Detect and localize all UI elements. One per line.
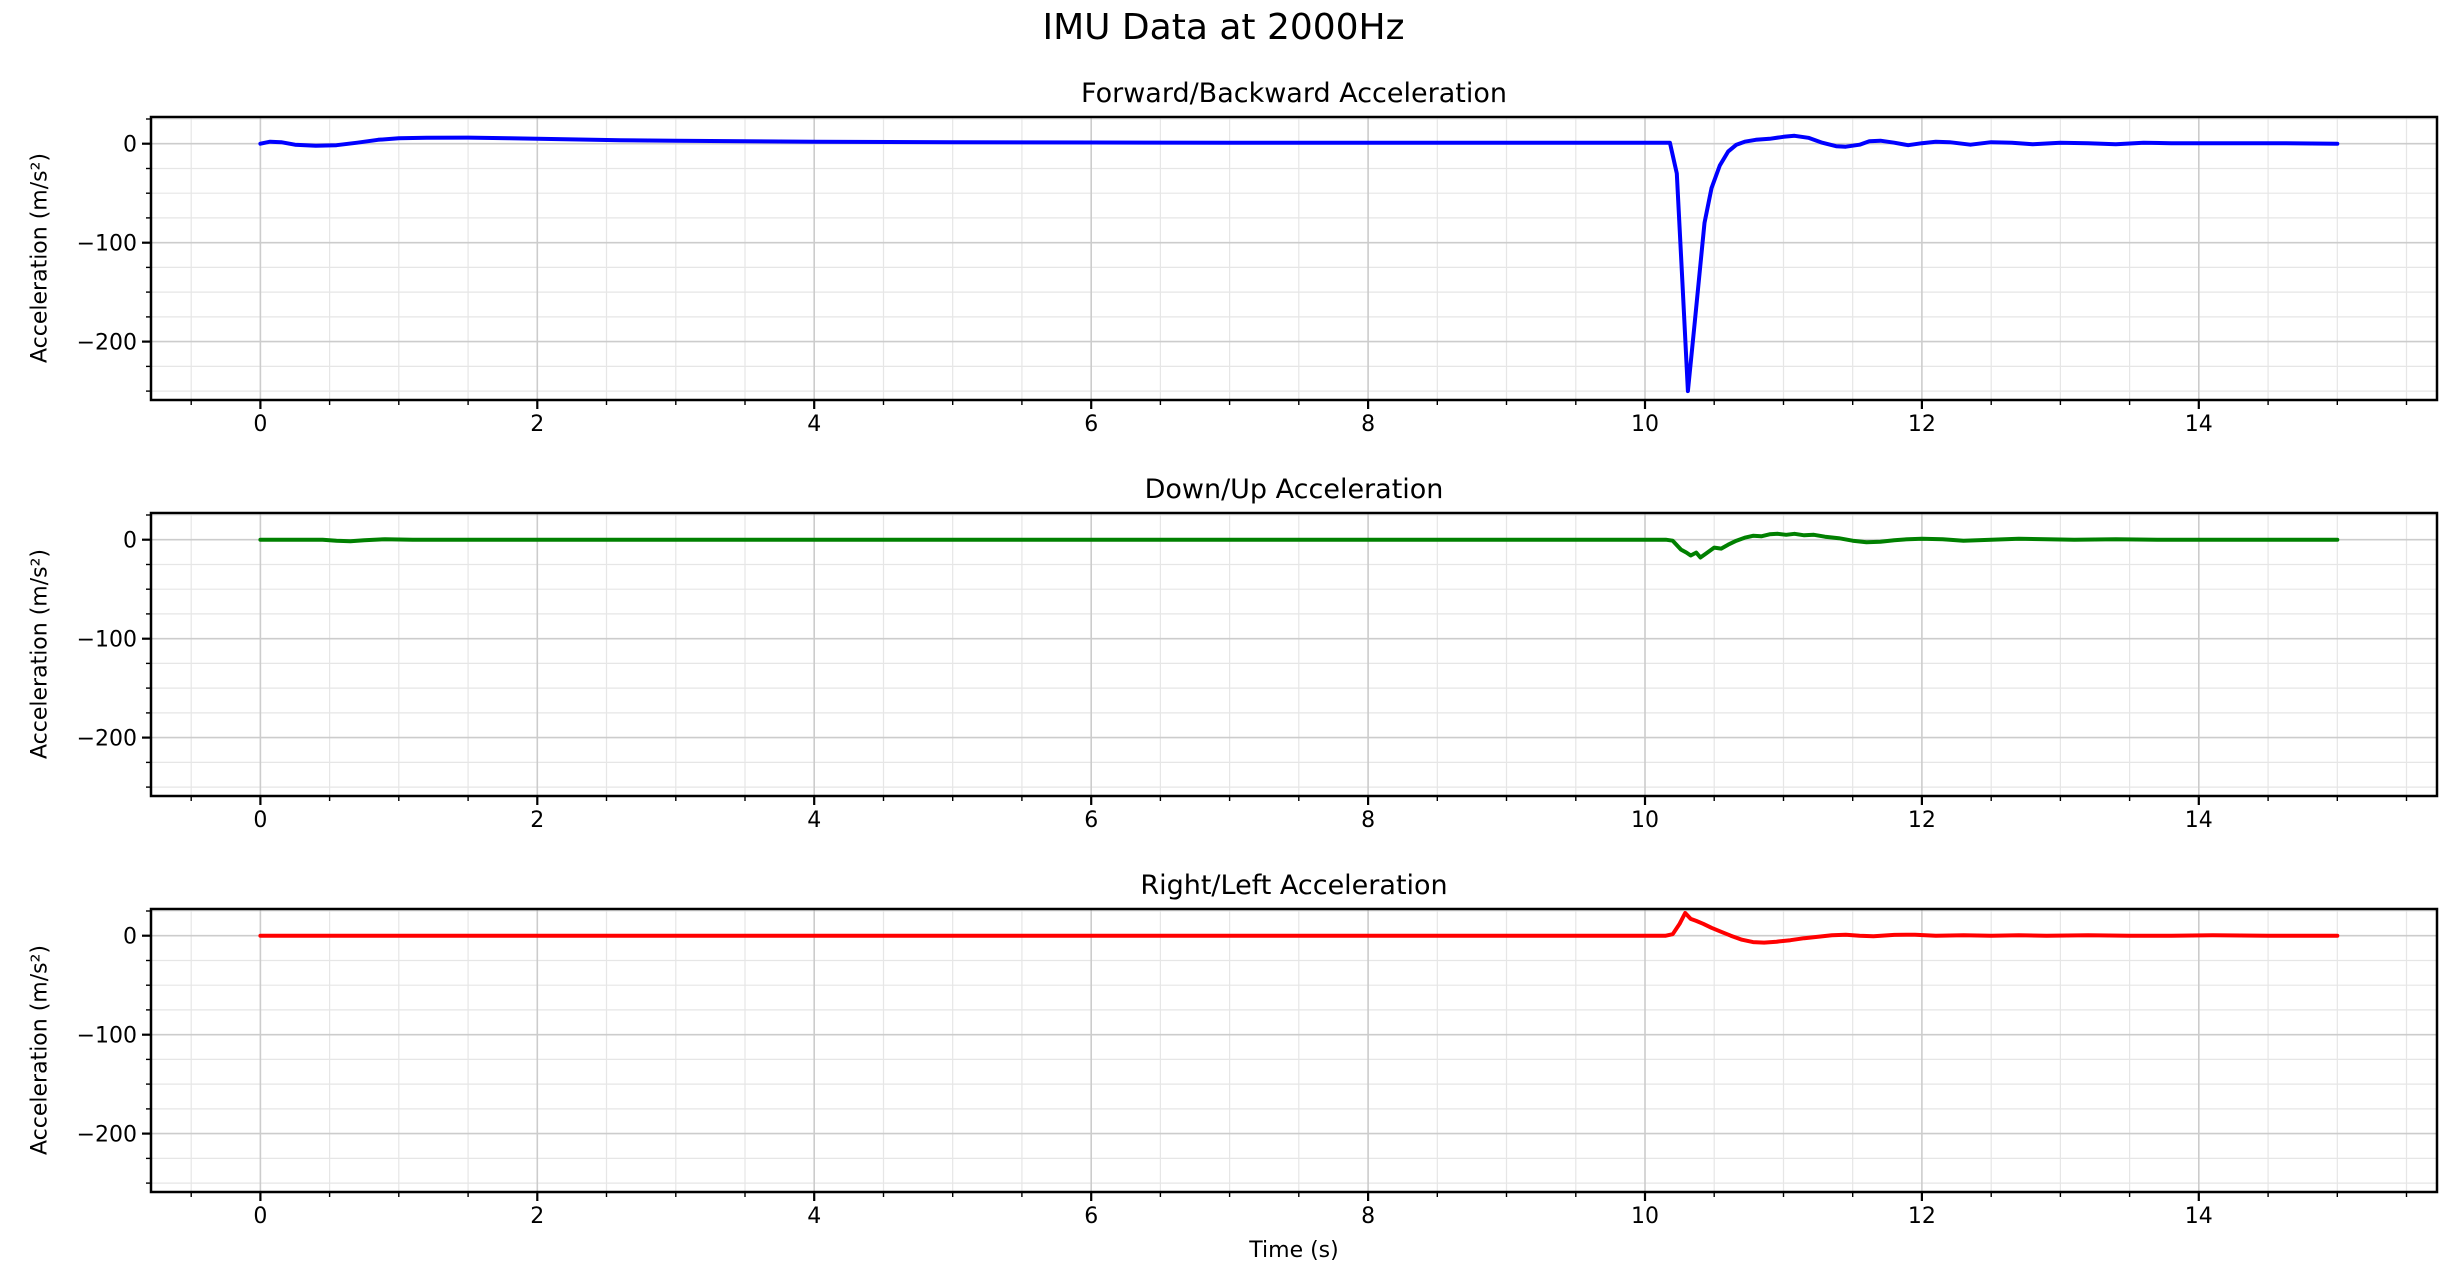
x-tick-label: 10	[1631, 1204, 1659, 1229]
x-tick-label: 0	[253, 808, 267, 833]
x-tick-label: 2	[530, 412, 544, 437]
subplot-title-forward-backward: Forward/Backward Acceleration	[1081, 78, 1507, 109]
axes-spines	[149, 907, 2439, 1194]
y-tick-label: −100	[77, 1024, 137, 1049]
subplot-0: 0 2 4 6 8 10 12 14 0 −100 −200	[77, 115, 2439, 437]
y-tick-label: −200	[77, 331, 137, 356]
axes-spines	[149, 511, 2439, 798]
x-tick-label: 10	[1631, 412, 1659, 437]
axes-spines	[149, 115, 2439, 402]
subplot-1: 0 2 4 6 8 10 12 14 0 −100 −200	[77, 511, 2439, 833]
x-tick-label: 4	[807, 412, 821, 437]
y-tick-label: −200	[77, 727, 137, 752]
x-tick-label: 14	[2185, 808, 2213, 833]
x-tick-label: 12	[1908, 808, 1936, 833]
y-axis-label-right-left: Acceleration (m/s²)	[27, 945, 53, 1155]
x-tick-label: 12	[1908, 1204, 1936, 1229]
x-tick-label: 10	[1631, 808, 1659, 833]
series-line-1	[258, 531, 2340, 560]
x-tick-label: 12	[1908, 412, 1936, 437]
y-tick-label: −200	[77, 1123, 137, 1148]
series-line-2	[258, 911, 2340, 945]
x-tick-label: 0	[253, 412, 267, 437]
x-tick-label: 8	[1361, 412, 1375, 437]
y-tick-label: 0	[123, 529, 137, 554]
x-tick-label: 2	[530, 1204, 544, 1229]
x-tick-label: 8	[1361, 808, 1375, 833]
y-axis-label-down-up: Acceleration (m/s²)	[27, 549, 53, 759]
x-tick-label: 6	[1084, 412, 1098, 437]
y-tick-label: −100	[77, 628, 137, 653]
y-tick-label: 0	[123, 133, 137, 158]
x-tick-label: 6	[1084, 808, 1098, 833]
x-tick-label: 6	[1084, 1204, 1098, 1229]
y-tick-label: −100	[77, 232, 137, 257]
figure-suptitle: IMU Data at 2000Hz	[1042, 7, 1405, 48]
x-tick-label: 0	[253, 1204, 267, 1229]
x-tick-label: 8	[1361, 1204, 1375, 1229]
subplot-title-right-left: Right/Left Acceleration	[1140, 870, 1448, 901]
series-line-0	[258, 133, 2340, 394]
x-tick-label: 4	[807, 808, 821, 833]
y-tick-label: 0	[123, 925, 137, 950]
subplot-title-down-up: Down/Up Acceleration	[1144, 474, 1444, 505]
x-tick-label: 2	[530, 808, 544, 833]
y-axis-label-forward-backward: Acceleration (m/s²)	[27, 153, 53, 363]
x-tick-label: 4	[807, 1204, 821, 1229]
x-axis-label-time: Time (s)	[1249, 1238, 1339, 1263]
subplot-2: 0 2 4 6 8 10 12 14 0 −100 −200	[77, 907, 2439, 1229]
x-tick-label: 14	[2185, 1204, 2213, 1229]
x-tick-label: 14	[2185, 412, 2213, 437]
